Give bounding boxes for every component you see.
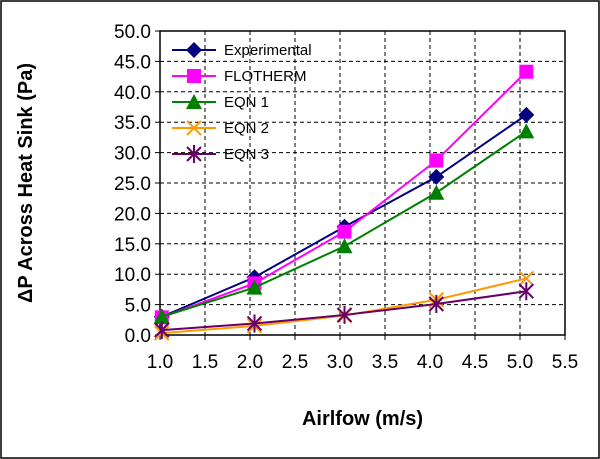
y-axis-ticks: 0.0 5.0 10.0 15.0 20.0 25.0 30.0 35.0 40.0 45.0 50…: [114, 22, 160, 347]
data-point-experimental: [518, 106, 535, 123]
legend-marker-eqn-3: [186, 145, 202, 163]
series-eqn-1: [153, 123, 535, 324]
x-axis-title: Airlfow (m/s): [302, 408, 423, 430]
data-point-eqn-1: [518, 123, 535, 139]
data-point-flotherm: [337, 224, 352, 239]
y-tick-label: 40.0: [114, 83, 151, 104]
y-tick-label: 15.0: [114, 235, 151, 256]
data-point-eqn-2: [518, 270, 535, 287]
legend-item-experimental: Experimental: [172, 42, 312, 59]
legend-marker-eqn-1: [186, 94, 202, 109]
legend-item-flotherm: FLOTHERM: [172, 68, 307, 85]
x-axis-ticks: 1.0 1.5 2.0 2.5 3.0 3.5 4.0 4.5 5.0 5.5: [147, 335, 578, 373]
legend-marker-experimental: [186, 42, 202, 58]
data-point-experimental: [428, 168, 445, 185]
legend-label-eqn-3: EQN 3: [224, 146, 269, 163]
y-axis-title: ΔP Across Heat Sink (Pa): [15, 63, 37, 303]
y-tick-label: 10.0: [114, 265, 151, 286]
legend: Experimental FLOTHERM EQN 1 EQN 2 EQN 3: [172, 42, 312, 163]
legend-item-eqn-3: EQN 3: [172, 145, 269, 163]
legend-label-flotherm: FLOTHERM: [224, 68, 307, 85]
x-tick-label: 2.0: [237, 352, 263, 373]
legend-label-eqn-1: EQN 1: [224, 94, 269, 111]
x-tick-label: 1.5: [192, 352, 218, 373]
legend-marker-flotherm: [187, 69, 201, 83]
data-point-eqn-3: [428, 294, 445, 313]
x-tick-label: 3.5: [372, 352, 398, 373]
x-tick-label: 3.0: [327, 352, 353, 373]
data-point-eqn-1: [153, 308, 170, 324]
y-tick-label: 0.0: [125, 326, 151, 347]
y-tick-label: 35.0: [114, 113, 151, 134]
data-point-eqn-3: [336, 305, 353, 324]
legend-item-eqn-2: EQN 2: [172, 120, 269, 137]
legend-item-eqn-1: EQN 1: [172, 94, 269, 111]
y-tick-label: 5.0: [125, 296, 151, 317]
data-point-eqn-3: [518, 282, 535, 301]
legend-label-eqn-2: EQN 2: [224, 120, 269, 137]
x-tick-label: 4.0: [417, 352, 443, 373]
y-tick-label: 20.0: [114, 204, 151, 225]
data-point-flotherm: [519, 64, 534, 79]
x-tick-label: 4.5: [462, 352, 488, 373]
x-tick-label: 1.0: [147, 352, 173, 373]
y-tick-label: 50.0: [114, 22, 151, 43]
x-tick-label: 5.0: [507, 352, 533, 373]
data-point-eqn-1: [336, 238, 353, 254]
y-tick-label: 30.0: [114, 144, 151, 165]
series-eqn-3: [154, 282, 535, 340]
data-point-eqn-3: [246, 314, 263, 333]
legend-label-experimental: Experimental: [224, 42, 312, 59]
data-point-eqn-1: [246, 279, 263, 295]
x-tick-label: 5.5: [552, 352, 578, 373]
legend-marker-eqn-2: [186, 120, 202, 136]
x-tick-label: 2.5: [282, 352, 308, 373]
series-layer: [153, 64, 535, 341]
data-point-eqn-3: [154, 321, 170, 340]
data-point-eqn-1: [428, 184, 445, 200]
data-point-flotherm: [429, 153, 444, 168]
y-tick-label: 45.0: [114, 52, 151, 73]
y-tick-label: 25.0: [114, 174, 151, 195]
